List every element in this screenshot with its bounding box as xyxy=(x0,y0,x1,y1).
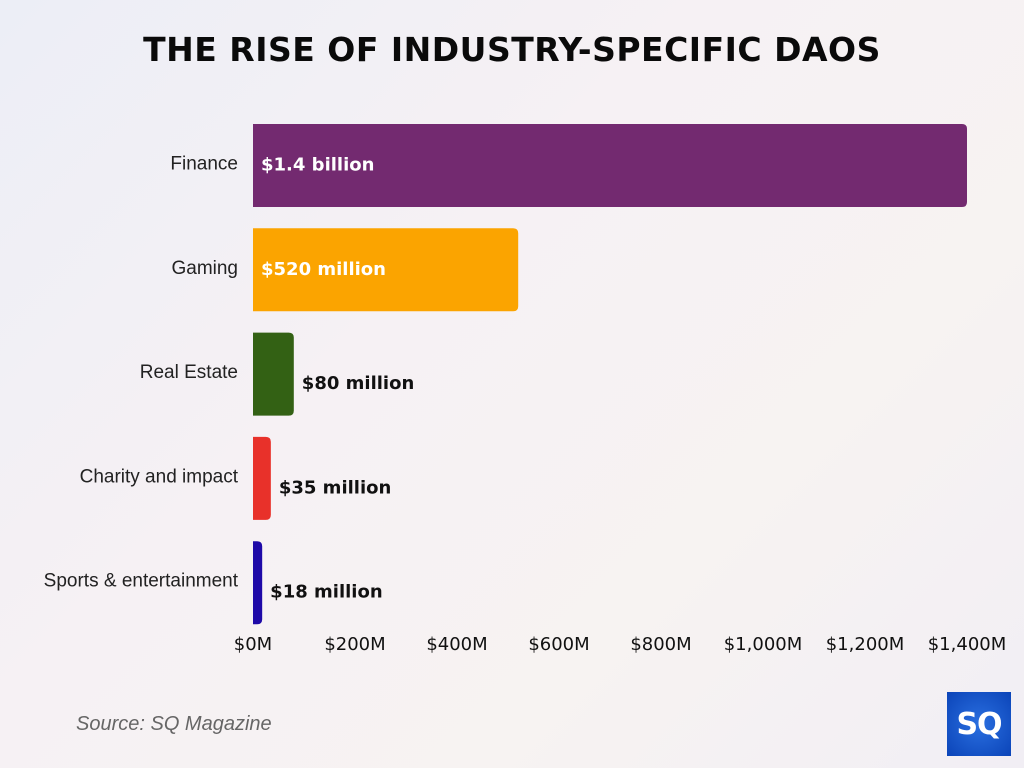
x-tick-label: $0M xyxy=(234,634,272,655)
source-note: Source: SQ Magazine xyxy=(76,713,272,735)
data-label: $80 million xyxy=(302,373,414,394)
category-label: Charity and impact xyxy=(80,466,239,487)
category-label: Sports & entertainment xyxy=(44,571,239,592)
x-tick-label: $200M xyxy=(324,634,385,655)
chart-title: THE RISE OF INDUSTRY-SPECIFIC DAOS xyxy=(143,30,881,69)
x-tick-label: $1,200M xyxy=(826,634,905,655)
bar-finance xyxy=(253,124,967,207)
data-label: $520 million xyxy=(261,259,386,280)
data-label: $1.4 billion xyxy=(261,155,374,176)
bar-sports-entertainment xyxy=(253,541,263,625)
data-label: $18 million xyxy=(270,582,382,603)
x-tick-label: $800M xyxy=(630,634,691,655)
category-label: Finance xyxy=(170,154,238,175)
category-label: Real Estate xyxy=(140,362,238,383)
category-label: Gaming xyxy=(171,258,238,279)
x-tick-label: $600M xyxy=(528,634,589,655)
bar-real-estate xyxy=(253,332,294,416)
x-tick-label: $1,400M xyxy=(928,634,1007,655)
bar-charity-and-impact xyxy=(253,436,271,520)
x-tick-label: $400M xyxy=(426,634,487,655)
sq-logo: SQ xyxy=(947,692,1011,756)
x-tick-label: $1,000M xyxy=(724,634,803,655)
data-label: $35 million xyxy=(279,477,391,498)
logo-text: SQ xyxy=(956,706,1002,742)
bar-gaming xyxy=(253,228,519,312)
